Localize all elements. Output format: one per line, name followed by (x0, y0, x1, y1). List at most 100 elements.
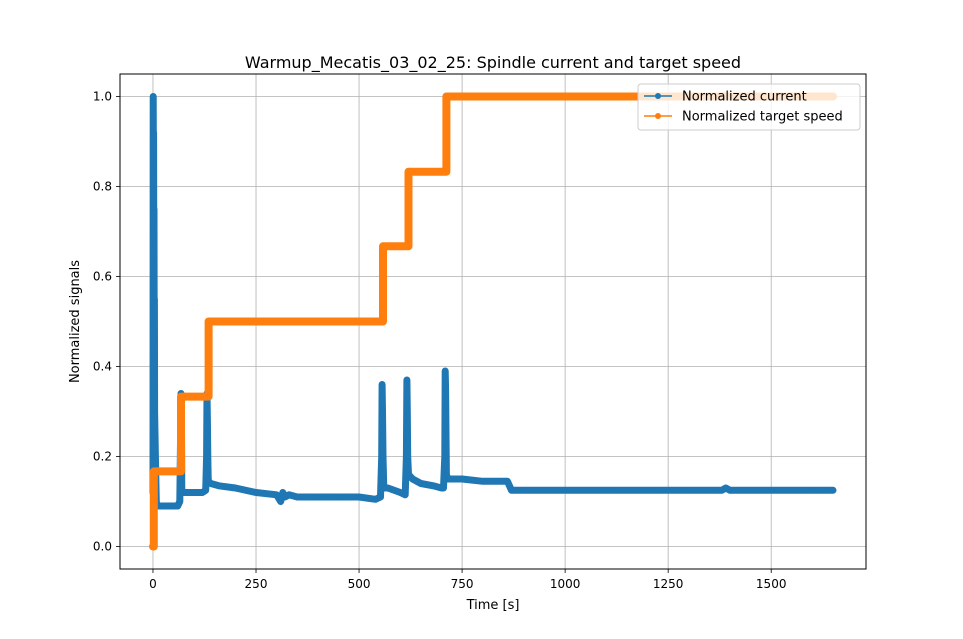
axis-ticks: 0 250 500 750 1000 1250 1500 0.0 0.2 0.4 0.6 0.8 1.0 (93, 90, 787, 592)
y-tick-label: 0.8 (93, 180, 112, 194)
x-tick-label: 1250 (653, 577, 684, 591)
data-point (204, 418, 210, 423)
data-point (430, 483, 436, 489)
data-point (562, 487, 568, 493)
data-point (232, 485, 238, 491)
y-tick-label: 0.0 (93, 540, 112, 554)
data-point (406, 243, 411, 249)
data-point (356, 494, 362, 500)
data-point (379, 382, 385, 387)
data-point (410, 476, 416, 482)
data-point (404, 409, 410, 414)
legend-label: Normalized target speed (682, 110, 843, 125)
data-point (645, 487, 651, 493)
plot-area (149, 92, 837, 551)
data-point (150, 161, 156, 167)
x-tick-label: 250 (245, 577, 268, 591)
data-point (603, 487, 609, 493)
data-point (280, 490, 286, 495)
y-axis-label: Normalized signals (68, 260, 83, 383)
data-point (443, 94, 449, 99)
data-point (151, 130, 157, 135)
data-point (378, 494, 383, 500)
data-point (151, 296, 157, 302)
data-point (203, 487, 209, 493)
data-point (397, 490, 403, 495)
data-point (253, 490, 259, 495)
data-point (443, 431, 449, 437)
data-point (152, 431, 158, 437)
data-point (441, 485, 446, 491)
chart-title: Warmup_Mecatis_03_02_25: Spindle current… (245, 53, 741, 73)
data-point (206, 319, 212, 324)
data-point (167, 503, 172, 509)
data-point (480, 478, 486, 484)
x-tick-label: 0 (149, 577, 157, 591)
data-point (443, 472, 449, 477)
series-line-normalized-target-speed (149, 92, 837, 551)
data-point (381, 485, 387, 491)
y-tick-label: 1.0 (93, 90, 112, 104)
data-point (442, 454, 448, 459)
data-point (206, 394, 212, 400)
data-point (380, 243, 386, 249)
x-tick-label: 1500 (756, 577, 787, 591)
data-point (151, 274, 157, 279)
data-point (768, 487, 774, 493)
data-point (809, 487, 815, 493)
data-point (459, 476, 465, 482)
data-point (405, 454, 411, 459)
series-layer (149, 92, 837, 551)
data-point (509, 487, 514, 493)
data-point (513, 487, 519, 493)
data-point (504, 478, 510, 484)
data-point (278, 499, 284, 504)
y-tick-label: 0.6 (93, 270, 112, 284)
data-point (178, 468, 184, 474)
data-point (385, 485, 391, 491)
data-point (335, 494, 341, 500)
series-line-normalized-current (149, 93, 837, 510)
data-point (152, 454, 158, 459)
y-tick-label: 0.2 (93, 450, 112, 464)
data-point (521, 487, 527, 493)
x-axis-label: Time [s] (466, 598, 520, 613)
data-point (158, 503, 164, 509)
legend-item: Normalized target speed (644, 110, 843, 125)
data-point (205, 454, 211, 459)
data-point (216, 483, 222, 489)
data-point (406, 169, 411, 175)
y-tick-label: 0.4 (93, 360, 112, 374)
x-tick-label: 500 (348, 577, 371, 591)
data-point (443, 169, 449, 175)
data-point (294, 494, 300, 500)
data-point (183, 490, 189, 495)
legend-marker (655, 113, 661, 119)
legend-label: Normalized current (682, 90, 807, 105)
legend-marker (655, 93, 661, 99)
data-point (719, 487, 725, 493)
data-point (686, 487, 692, 493)
data-point (178, 394, 184, 400)
legend-box (637, 83, 861, 131)
data-point (727, 487, 733, 493)
data-point (443, 386, 449, 392)
legend: Normalized current Normalized target spee… (637, 83, 861, 131)
data-point (380, 319, 386, 324)
data-point (723, 485, 729, 491)
data-point (418, 481, 424, 486)
data-point (404, 377, 410, 383)
data-point (177, 499, 183, 504)
data-point (380, 409, 385, 414)
data-point (151, 206, 157, 212)
data-point (830, 487, 836, 493)
data-point (380, 454, 386, 459)
data-point (373, 496, 378, 502)
data-point (151, 468, 157, 474)
data-point (406, 472, 411, 477)
data-point (315, 494, 321, 500)
data-point (447, 476, 453, 482)
data-point (150, 94, 156, 99)
data-point (191, 490, 197, 495)
